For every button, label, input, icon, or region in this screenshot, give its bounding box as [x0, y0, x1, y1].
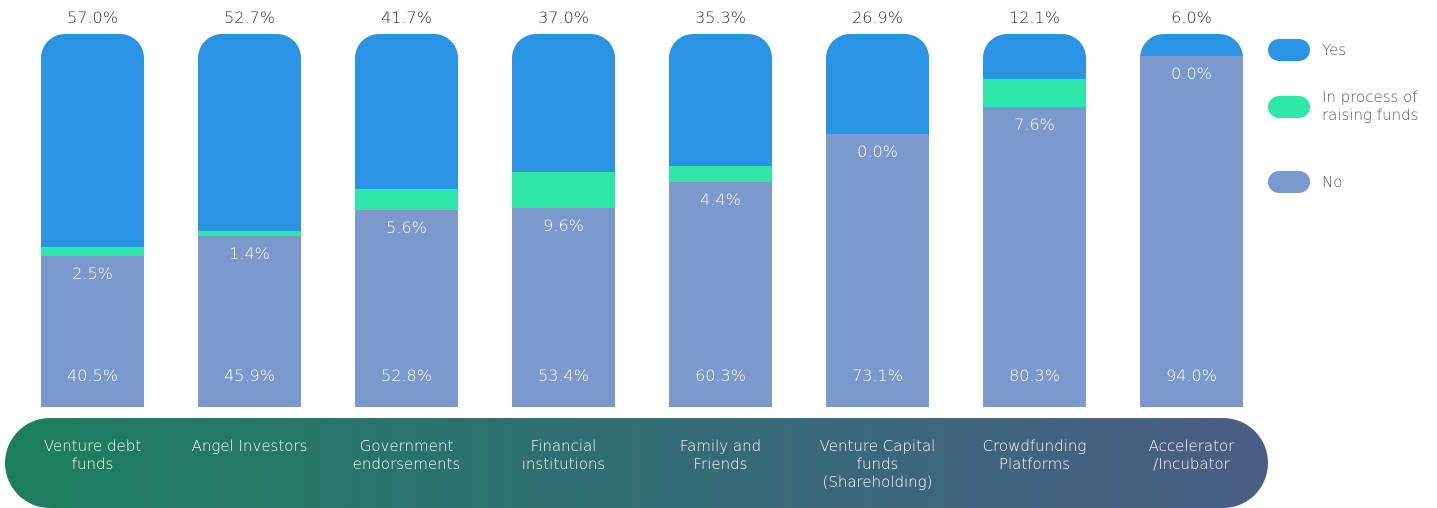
bar-segment — [983, 34, 1086, 80]
bar-segment — [355, 210, 458, 407]
data-label: 52.7% — [224, 8, 275, 27]
bar-segment — [41, 246, 144, 256]
data-label: 45.9% — [224, 366, 275, 385]
bar-segment — [826, 34, 929, 135]
data-label: 37.0% — [538, 8, 589, 27]
data-label: 1.4% — [229, 243, 270, 263]
legend-swatch — [1268, 171, 1310, 193]
category-label: Family and Friends — [679, 437, 762, 473]
bar-segment — [41, 255, 144, 407]
data-label: 53.4% — [538, 366, 589, 385]
bar-segment — [512, 34, 615, 172]
legend-swatch — [1268, 39, 1310, 61]
data-label: 60.3% — [695, 366, 746, 385]
bar-segment — [669, 165, 772, 183]
data-label: 40.5% — [67, 366, 118, 385]
data-label: 5.6% — [386, 218, 427, 238]
category-label: Crowdfunding Platforms — [982, 437, 1087, 473]
bar — [355, 34, 458, 407]
bar-segment — [198, 235, 301, 407]
bar-segment — [983, 79, 1086, 108]
bar-segment — [355, 189, 458, 211]
data-label: 7.6% — [1014, 115, 1055, 135]
bar-segment — [512, 207, 615, 407]
data-label: 80.3% — [1009, 366, 1060, 385]
bar — [983, 34, 1086, 407]
bar — [512, 34, 615, 407]
bar — [669, 34, 772, 407]
bar-segment — [512, 172, 615, 208]
data-label: 94.0% — [1166, 366, 1217, 385]
data-label: 73.1% — [852, 366, 903, 385]
bar — [198, 34, 301, 407]
bar-segment — [1140, 34, 1243, 57]
category-label: Venture Capital funds (Shareholding) — [819, 437, 936, 491]
category-label: Accelerator /Incubator — [1148, 437, 1235, 473]
bar-segment — [826, 134, 929, 407]
data-label: 12.1% — [1009, 8, 1060, 27]
category-label: Government endorsements — [352, 437, 461, 473]
data-label: 6.0% — [1171, 8, 1212, 27]
legend-label: No — [1322, 173, 1343, 191]
bar-segment — [669, 34, 772, 166]
data-label: 41.7% — [381, 8, 432, 27]
category-label: Financial institutions — [521, 437, 606, 473]
data-label: 35.3% — [695, 8, 746, 27]
legend-label: In process of raising funds — [1322, 88, 1419, 124]
bar-segment — [198, 230, 301, 236]
data-label: 2.5% — [72, 263, 113, 283]
category-label: Venture debt funds — [43, 437, 142, 473]
bar — [1140, 34, 1243, 407]
bar — [41, 34, 144, 407]
bar-segment — [198, 34, 301, 231]
data-label: 9.6% — [543, 215, 584, 235]
category-band — [5, 418, 1268, 508]
bar-segment — [355, 34, 458, 190]
bar-segment — [1140, 56, 1243, 407]
data-label: 4.4% — [700, 190, 741, 210]
bar-segment — [983, 107, 1086, 407]
bar — [826, 34, 929, 407]
data-label: 57.0% — [67, 8, 118, 27]
bar-segment — [41, 34, 144, 247]
data-label: 52.8% — [381, 366, 432, 385]
data-label: 0.0% — [857, 142, 898, 162]
legend-label: Yes — [1322, 41, 1347, 59]
category-label: Angel Investors — [191, 437, 308, 455]
bar-segment — [669, 182, 772, 407]
data-label: 26.9% — [852, 8, 903, 27]
data-label: 0.0% — [1171, 64, 1212, 84]
legend-swatch — [1268, 96, 1310, 118]
